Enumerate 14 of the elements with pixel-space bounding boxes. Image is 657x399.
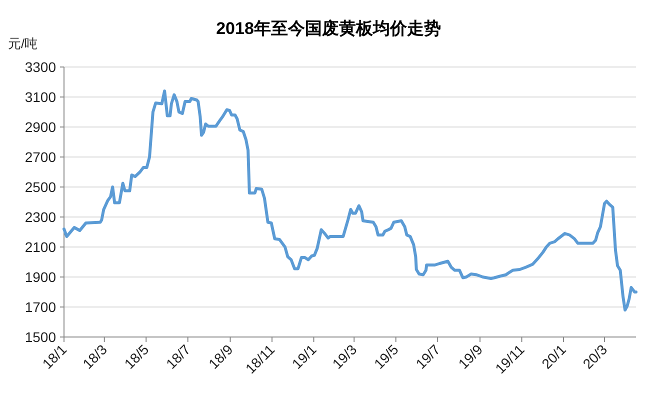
y-tick-label: 2500 <box>24 178 56 195</box>
y-tick-label: 3300 <box>24 58 56 75</box>
y-tick-label: 3100 <box>24 88 56 105</box>
x-tick-label: 19/1 <box>288 341 320 372</box>
line-series <box>62 90 638 312</box>
y-tick-label: 1900 <box>24 268 56 285</box>
y-tick-label: 2300 <box>24 208 56 225</box>
x-tick-label: 20/1 <box>538 341 570 372</box>
chart-title: 2018年至今国废黄板均价走势 <box>216 19 441 38</box>
y-tick-label: 2100 <box>24 238 56 255</box>
y-tick-label: 2900 <box>24 118 56 135</box>
y-axis-title: 元/吨 <box>8 36 38 51</box>
y-tick-label: 2700 <box>24 148 56 165</box>
y-tick-label: 1700 <box>24 298 56 315</box>
